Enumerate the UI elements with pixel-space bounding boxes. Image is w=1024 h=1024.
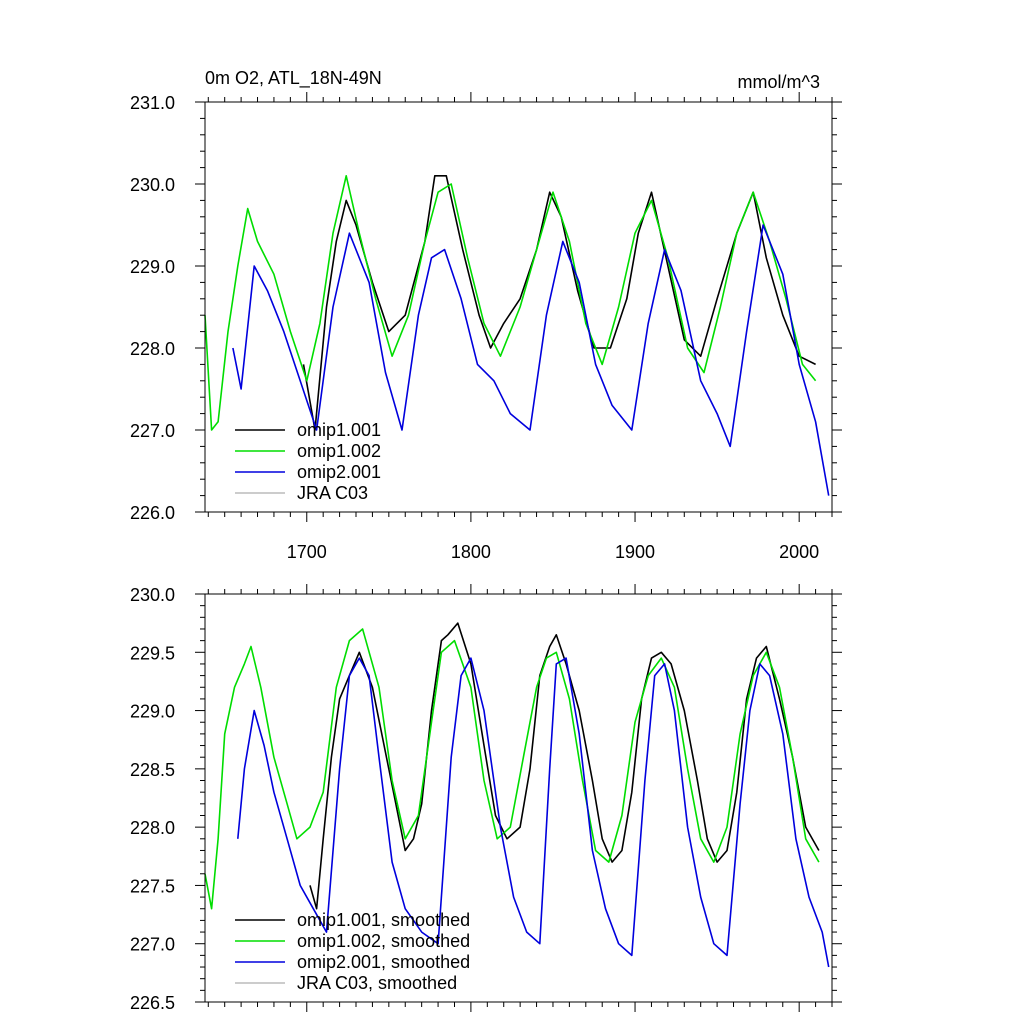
legend-label: JRA C03 <box>297 483 368 503</box>
legend-label: omip1.002, smoothed <box>297 931 470 951</box>
y-tick-label: 230.0 <box>130 585 175 605</box>
y-tick-label: 226.0 <box>130 503 175 523</box>
top-chart-title: 0m O2, ATL_18N-49N <box>205 68 382 89</box>
legend-label: omip2.001 <box>297 462 381 482</box>
y-tick-label: 228.5 <box>130 760 175 780</box>
plot-frame <box>204 593 833 1003</box>
legend-label: JRA C03, smoothed <box>297 973 457 993</box>
plot-frame <box>204 101 833 513</box>
y-tick-label: 226.5 <box>130 993 175 1013</box>
bottom-panel: 226.5 227.0 227.5 228.0 228.5 229.0 229.5 230.0… <box>130 584 842 1013</box>
series-line-omip2-001-smoothed <box>237 657 830 968</box>
y-tick-label: 231.0 <box>130 93 175 113</box>
y-tick-label: 229.5 <box>130 643 175 663</box>
series-line-omip2-001 <box>232 224 830 496</box>
top-series-lines <box>204 175 830 496</box>
legend-label: omip2.001, smoothed <box>297 952 470 972</box>
x-tick-label: 2000 <box>779 542 819 562</box>
legend-label: omip1.001, smoothed <box>297 910 470 930</box>
x-tick-label: 1800 <box>451 542 491 562</box>
series-line-omip1-001-smoothed <box>309 622 820 910</box>
y-tick-label: 228.0 <box>130 339 175 359</box>
y-tick-label: 227.0 <box>130 935 175 955</box>
series-line-omip1-002-smoothed <box>204 628 820 910</box>
y-tick-label: 229.0 <box>130 257 175 277</box>
x-tick-label: 1700 <box>287 542 327 562</box>
y-tick-label: 230.0 <box>130 175 175 195</box>
legend-label: omip1.001 <box>297 420 381 440</box>
series-line-omip1-002 <box>204 175 817 431</box>
top-units-label: mmol/m^3 <box>738 72 820 92</box>
y-tick-label: 227.0 <box>130 421 175 441</box>
x-tick-label: 1900 <box>615 542 655 562</box>
bottom-series-lines <box>204 622 830 968</box>
legend-label: omip1.002 <box>297 441 381 461</box>
bottom-axes: 226.5 227.0 227.5 228.0 228.5 229.0 229.5 230.0 <box>130 584 842 1013</box>
y-tick-label: 228.0 <box>130 818 175 838</box>
top-panel: 0m O2, ATL_18N-49N mmol/m^3 1700 1800 1900… <box>130 68 842 562</box>
top-axes: 1700 1800 1900 2000 226.0 227.0 228.0 229.0 230.… <box>130 92 842 562</box>
y-tick-label: 229.0 <box>130 702 175 722</box>
y-tick-label: 227.5 <box>130 876 175 896</box>
